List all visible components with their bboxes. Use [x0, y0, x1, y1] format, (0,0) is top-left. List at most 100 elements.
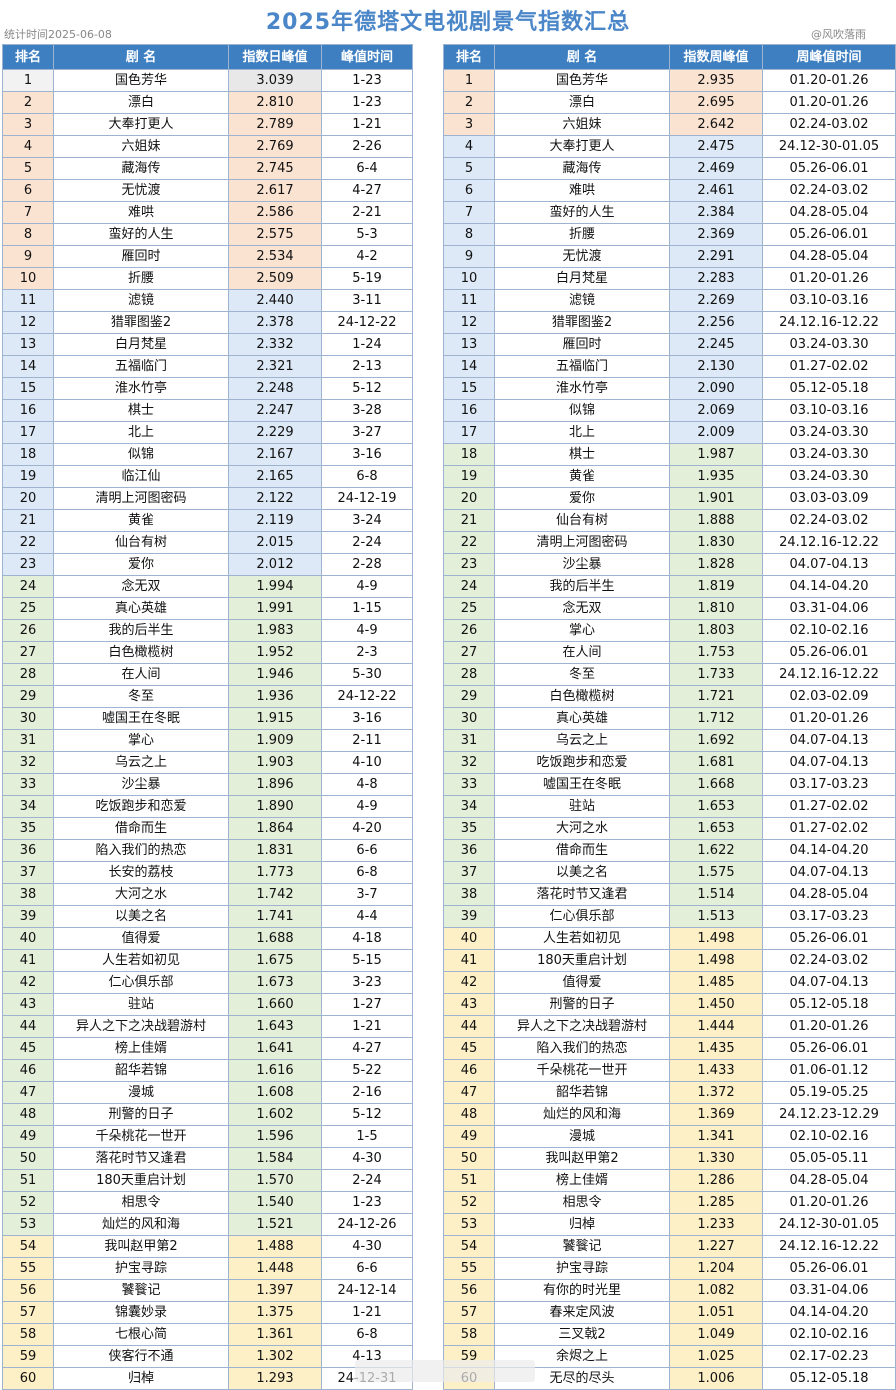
- rank-cell: 45: [2, 1037, 54, 1060]
- rank-cell: 17: [2, 421, 54, 444]
- peak-time-cell: 04.28-05.04: [762, 883, 896, 906]
- show-name-cell: 漫城: [494, 1125, 670, 1148]
- table-row: 38 大河之水 1.742 3-7: [2, 883, 413, 906]
- peak-value-cell: 1.915: [228, 707, 322, 730]
- peak-time-cell: 01.06-01.12: [762, 1059, 896, 1082]
- rank-cell: 19: [2, 465, 54, 488]
- table-row: 12 猎罪图鉴2 2.378 24-12-22: [2, 311, 413, 334]
- show-name-cell: 在人间: [494, 641, 670, 664]
- peak-value-cell: 2.695: [669, 91, 763, 114]
- peak-value-cell: 2.586: [228, 201, 322, 224]
- rank-cell: 34: [2, 795, 54, 818]
- table-row: 39 仁心俱乐部 1.513 03.17-03.23: [443, 905, 896, 928]
- rank-cell: 24: [2, 575, 54, 598]
- peak-time-cell: 24.12-30-01.05: [762, 1213, 896, 1236]
- table-row: 50 落花时节又逢君 1.584 4-30: [2, 1147, 413, 1170]
- peak-time-cell: 05.26-06.01: [762, 157, 896, 180]
- table-row: 31 乌云之上 1.692 04.07-04.13: [443, 729, 896, 752]
- peak-value-cell: 2.475: [669, 135, 763, 158]
- peak-time-cell: 02.24-03.02: [762, 949, 896, 972]
- rank-cell: 20: [2, 487, 54, 510]
- table-row: 19 临江仙 2.165 6-8: [2, 465, 413, 488]
- peak-time-cell: 05.19-05.25: [762, 1081, 896, 1104]
- show-name-cell: 无忧渡: [53, 179, 229, 202]
- rank-cell: 36: [2, 839, 54, 862]
- show-name-cell: 刑警的日子: [494, 993, 670, 1016]
- show-name-cell: 似锦: [494, 399, 670, 422]
- table-row: 4 六姐妹 2.769 2-26: [2, 135, 413, 158]
- show-name-cell: 刑警的日子: [53, 1103, 229, 1126]
- peak-value-cell: 1.721: [669, 685, 763, 708]
- show-name-cell: 乌云之上: [494, 729, 670, 752]
- show-name-cell: 黄雀: [53, 509, 229, 532]
- peak-time-cell: 03.17-03.23: [762, 773, 896, 796]
- header-rank: 排名: [443, 44, 495, 70]
- show-name-cell: 白色橄榄树: [494, 685, 670, 708]
- peak-time-cell: 03.17-03.23: [762, 905, 896, 928]
- peak-value-cell: 1.935: [669, 465, 763, 488]
- show-name-cell: 白色橄榄树: [53, 641, 229, 664]
- peak-time-cell: 6-4: [321, 157, 413, 180]
- peak-value-cell: 1.831: [228, 839, 322, 862]
- peak-value-cell: 1.903: [228, 751, 322, 774]
- table-row: 16 棋士 2.247 3-28: [2, 399, 413, 422]
- table-row: 24 我的后半生 1.819 04.14-04.20: [443, 575, 896, 598]
- table-row: 6 无忧渡 2.617 4-27: [2, 179, 413, 202]
- peak-time-cell: 2-26: [321, 135, 413, 158]
- peak-time-cell: 05.26-06.01: [762, 927, 896, 950]
- peak-value-cell: 1.341: [669, 1125, 763, 1148]
- show-name-cell: 相思令: [494, 1191, 670, 1214]
- show-name-cell: 落花时节又逢君: [494, 883, 670, 906]
- table-row: 17 北上 2.229 3-27: [2, 421, 413, 444]
- show-name-cell: 爱你: [494, 487, 670, 510]
- show-name-cell: 七根心简: [53, 1323, 229, 1346]
- rank-cell: 16: [2, 399, 54, 422]
- table-row: 47 漫城 1.608 2-16: [2, 1081, 413, 1104]
- table-row: 13 白月梵星 2.332 1-24: [2, 333, 413, 356]
- peak-time-cell: 1-27: [321, 993, 413, 1016]
- peak-time-cell: 1-23: [321, 91, 413, 114]
- peak-time-cell: 01.20-01.26: [762, 707, 896, 730]
- show-name-cell: 嘘国王在冬眠: [53, 707, 229, 730]
- show-name-cell: 国色芳华: [494, 69, 670, 92]
- peak-value-cell: 1.864: [228, 817, 322, 840]
- table-row: 21 仙台有树 1.888 02.24-03.02: [443, 509, 896, 532]
- show-name-cell: 冬至: [494, 663, 670, 686]
- peak-time-cell: 6-6: [321, 1257, 413, 1280]
- peak-time-cell: 6-8: [321, 465, 413, 488]
- peak-time-cell: 2-3: [321, 641, 413, 664]
- rank-cell: 6: [2, 179, 54, 202]
- show-name-cell: 借命而生: [494, 839, 670, 862]
- table-row: 1 国色芳华 3.039 1-23: [2, 69, 413, 92]
- rank-cell: 37: [2, 861, 54, 884]
- show-name-cell: 饕餮记: [53, 1279, 229, 1302]
- table-row: 17 北上 2.009 03.24-03.30: [443, 421, 896, 444]
- peak-time-cell: 24-12-26: [321, 1213, 413, 1236]
- show-name-cell: 饕餮记: [494, 1235, 670, 1258]
- peak-time-cell: 05.12-05.18: [762, 377, 896, 400]
- rank-cell: 56: [443, 1279, 495, 1302]
- peak-value-cell: 2.165: [228, 465, 322, 488]
- peak-value-cell: 1.361: [228, 1323, 322, 1346]
- rank-cell: 10: [2, 267, 54, 290]
- rank-cell: 38: [2, 883, 54, 906]
- peak-value-cell: 1.673: [228, 971, 322, 994]
- rank-cell: 42: [2, 971, 54, 994]
- peak-value-cell: 2.469: [669, 157, 763, 180]
- header-time: 峰值时间: [321, 44, 413, 70]
- show-name-cell: 异人之下之决战碧游村: [494, 1015, 670, 1038]
- show-name-cell: 黄雀: [494, 465, 670, 488]
- rank-cell: 57: [2, 1301, 54, 1324]
- show-name-cell: 180天重启计划: [494, 949, 670, 972]
- table-row: 29 白色橄榄树 1.721 02.03-02.09: [443, 685, 896, 708]
- peak-value-cell: 1.233: [669, 1213, 763, 1236]
- show-name-cell: 无忧渡: [494, 245, 670, 268]
- rank-cell: 43: [2, 993, 54, 1016]
- table-row: 8 蛮好的人生 2.575 5-3: [2, 223, 413, 246]
- peak-value-cell: 1.204: [669, 1257, 763, 1280]
- rank-cell: 48: [2, 1103, 54, 1126]
- peak-time-cell: 5-30: [321, 663, 413, 686]
- rank-cell: 5: [2, 157, 54, 180]
- table-header-row: 排名 剧 名 指数日峰值 峰值时间: [2, 44, 413, 70]
